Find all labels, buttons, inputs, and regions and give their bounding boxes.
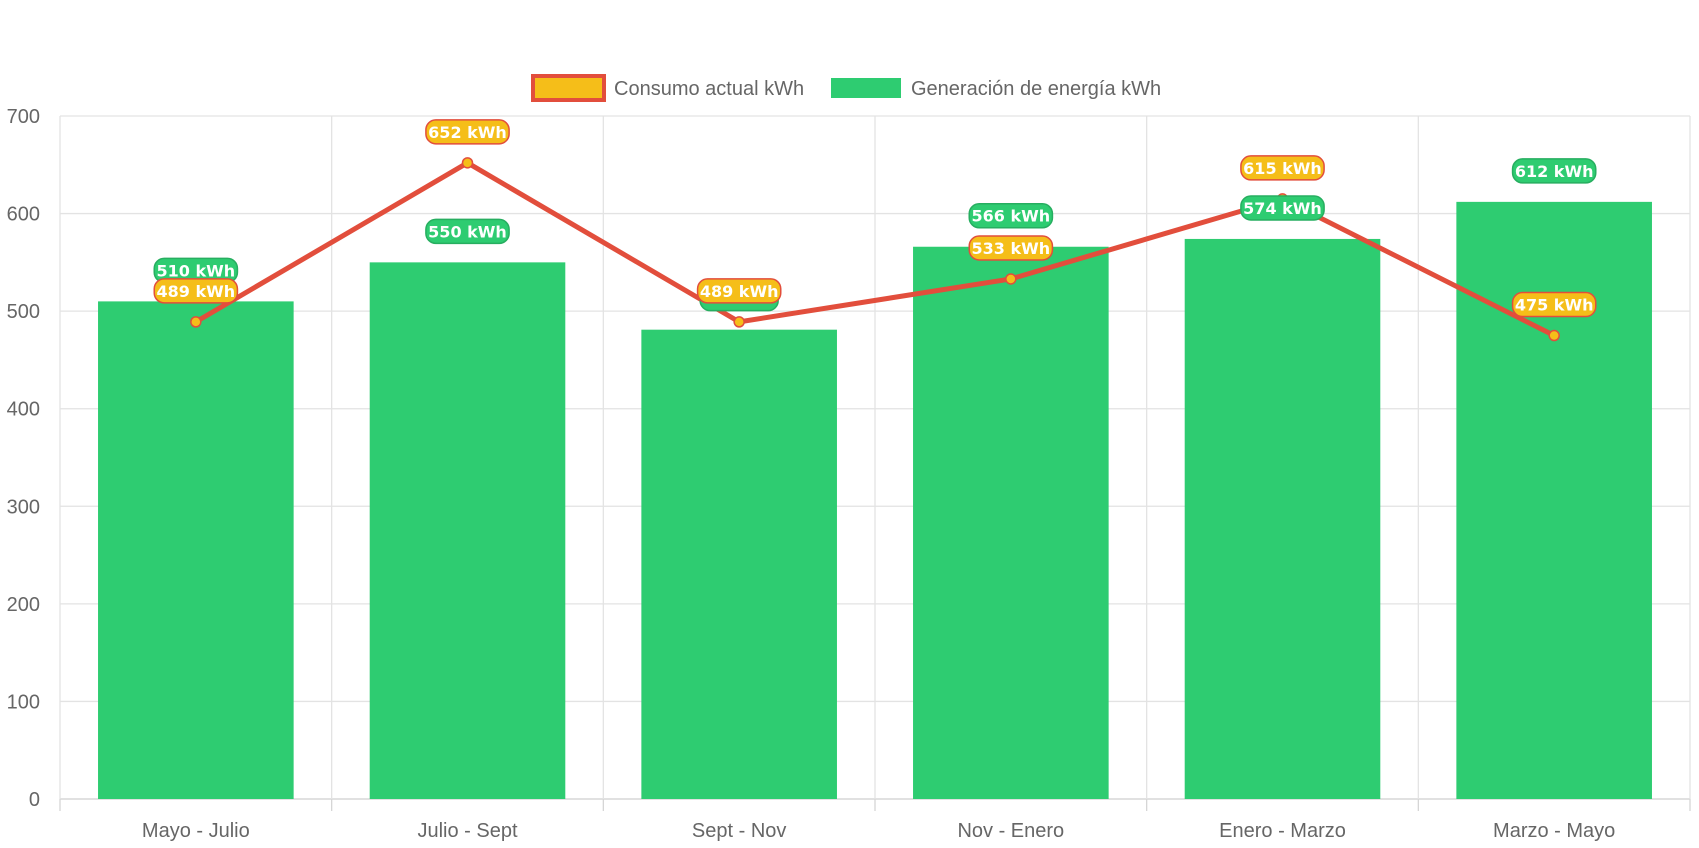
line-point	[1005, 273, 1017, 285]
x-tick-label: Mayo - Julio	[142, 820, 250, 842]
data-label-box	[425, 218, 510, 245]
legend-swatch-consumo	[531, 74, 606, 102]
line-data-label: 533 kWh	[968, 235, 1054, 261]
legend: Consumo actual kWh Generación de energía…	[531, 74, 1161, 102]
data-label-box	[425, 119, 510, 145]
y-tick-label: 700	[7, 106, 40, 128]
x-tick-label: Julio - Sept	[417, 820, 517, 842]
bar	[98, 301, 294, 799]
grid-layer	[59, 115, 1691, 800]
legend-swatch-generacion	[831, 78, 901, 98]
bar-data-label: 510 kWh	[153, 257, 239, 284]
bar	[369, 262, 566, 799]
y-tick-label: 600	[7, 204, 40, 226]
bar-data-label: 566 kWh	[968, 202, 1054, 229]
axis-layer: 0 100 200 300 400 500 600 700 Mayo - Julio Julio …	[7, 106, 1691, 842]
data-label-text: 533 kWh	[972, 239, 1051, 258]
line-data-label: 652 kWh	[425, 119, 510, 145]
line-series-consumo	[194, 160, 1556, 338]
line-data-label: 489 kWh	[153, 278, 239, 304]
data-label-box	[1240, 155, 1325, 181]
legend-label-consumo: Consumo actual kWh	[614, 78, 804, 100]
line-point	[733, 316, 745, 328]
y-tick-label: 100	[7, 691, 40, 713]
y-tick-label: 300	[7, 496, 40, 518]
x-tick-label: Nov - Enero	[957, 820, 1064, 842]
data-label-text: 615 kWh	[1243, 159, 1322, 178]
bar-data-label: 550 kWh	[425, 218, 510, 245]
data-label-text: 652 kWh	[428, 123, 507, 142]
y-tick-label: 200	[7, 594, 40, 616]
legend-item-consumo[interactable]: Consumo actual kWh	[531, 74, 804, 102]
bar	[641, 329, 837, 799]
line-data-label: 489 kWh	[696, 278, 782, 304]
data-label-box	[1511, 158, 1597, 184]
data-label-box	[968, 235, 1054, 261]
legend-label-generacion: Generación de energía kWh	[911, 78, 1161, 100]
line-point	[1548, 329, 1560, 342]
y-tick-label: 500	[7, 301, 40, 323]
data-label-box	[1240, 195, 1325, 221]
data-label-text: 550 kWh	[428, 222, 507, 241]
data-label-text: 475 kWh	[1515, 296, 1594, 315]
data-label-box	[1511, 291, 1597, 318]
data-label-box	[696, 278, 782, 304]
legend-item-generacion[interactable]: Generación de energía kWh	[831, 78, 1161, 100]
data-label-layer: 510 kWh 550 kWh 566 kWh 574 kWh 612 kWh 489 k…	[153, 119, 1597, 318]
data-label-text: 510 kWh	[157, 261, 236, 280]
line-point	[190, 316, 202, 328]
data-label-box	[153, 278, 239, 304]
x-tick-label: Sept - Nov	[692, 820, 786, 842]
line-data-label: 615 kWh	[1240, 155, 1325, 181]
x-tick-label: Enero - Marzo	[1219, 820, 1346, 842]
bar	[913, 246, 1109, 799]
data-label-text: 566 kWh	[972, 207, 1051, 226]
bar-data-label: 574 kWh	[1240, 195, 1325, 221]
data-label-box	[968, 202, 1054, 229]
data-label-text: 612 kWh	[1515, 162, 1594, 181]
data-label-text: 489 kWh	[700, 282, 779, 301]
data-label-text: 574 kWh	[1243, 199, 1322, 218]
y-tick-label: 400	[7, 399, 40, 421]
bar	[1456, 201, 1652, 799]
x-tick-label: Marzo - Mayo	[1493, 820, 1615, 842]
bar-data-label: 612 kWh	[1511, 158, 1597, 184]
bar	[1184, 238, 1381, 799]
line-data-label: 475 kWh	[1511, 291, 1597, 318]
line-point	[461, 157, 474, 169]
data-label-text: 489 kWh	[157, 282, 236, 301]
y-tick-label: 0	[29, 789, 40, 811]
